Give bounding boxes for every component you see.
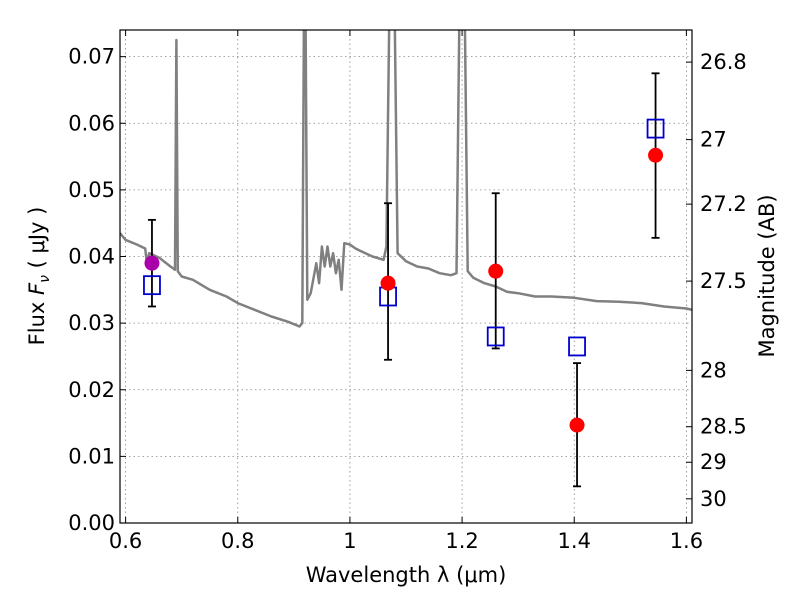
y-tick-label: 0.05 [68, 178, 115, 202]
y-tick-label: 0.00 [68, 511, 115, 535]
observed-point [144, 255, 160, 271]
x-tick-label: 1.2 [445, 529, 478, 553]
right-tick-label: 27.2 [700, 192, 747, 216]
model-photometry-square [568, 336, 586, 357]
y-tick-label: 0.06 [68, 111, 115, 135]
y-tick-label: 0.03 [68, 311, 115, 335]
y-axis-label: Flux Fν ( μJy ) [25, 207, 53, 346]
y-tick-label: 0.02 [68, 378, 115, 402]
observed-point [569, 417, 585, 433]
model-photometry-square [646, 118, 665, 139]
x-axis-label: Wavelength λ (μm) [306, 563, 507, 587]
y-tick-label: 0.04 [68, 245, 115, 269]
x-tick-label: 1.4 [558, 529, 591, 553]
right-tick-label: 28 [700, 358, 727, 382]
ticks [120, 30, 692, 524]
x-tick-label: 1 [343, 529, 356, 553]
observed-point [648, 147, 664, 163]
x-tick-label: 0.6 [109, 529, 142, 553]
model-photometry-square [486, 326, 505, 347]
y-tick-label: 0.01 [68, 444, 115, 468]
right-tick-label: 26.8 [700, 50, 747, 74]
right-tick-label: 30 [700, 487, 727, 511]
plot-area [120, 30, 692, 523]
right-tick-label: 27 [700, 128, 727, 152]
model-photometry-square [143, 275, 161, 296]
observed-point [488, 263, 504, 279]
right-tick-label: 28.5 [700, 415, 747, 439]
x-tick-label: 1.6 [670, 529, 703, 553]
y-tick-label: 0.07 [68, 45, 115, 69]
model-spectrum-line [120, 30, 692, 328]
x-tick-label: 0.8 [221, 529, 254, 553]
labels: 0.6 0.8 1 1.2 1.4 1.6 0.00 0.01 0.02 0.03 0.04 0.05… [68, 45, 747, 553]
plot-frame [119, 29, 693, 524]
right-tick-label: 29 [700, 450, 727, 474]
right-tick-label: 27.5 [700, 269, 747, 293]
right-axis-label: Magnitude (AB) [755, 194, 779, 357]
series-layer [120, 30, 692, 488]
observed-point [380, 275, 396, 291]
